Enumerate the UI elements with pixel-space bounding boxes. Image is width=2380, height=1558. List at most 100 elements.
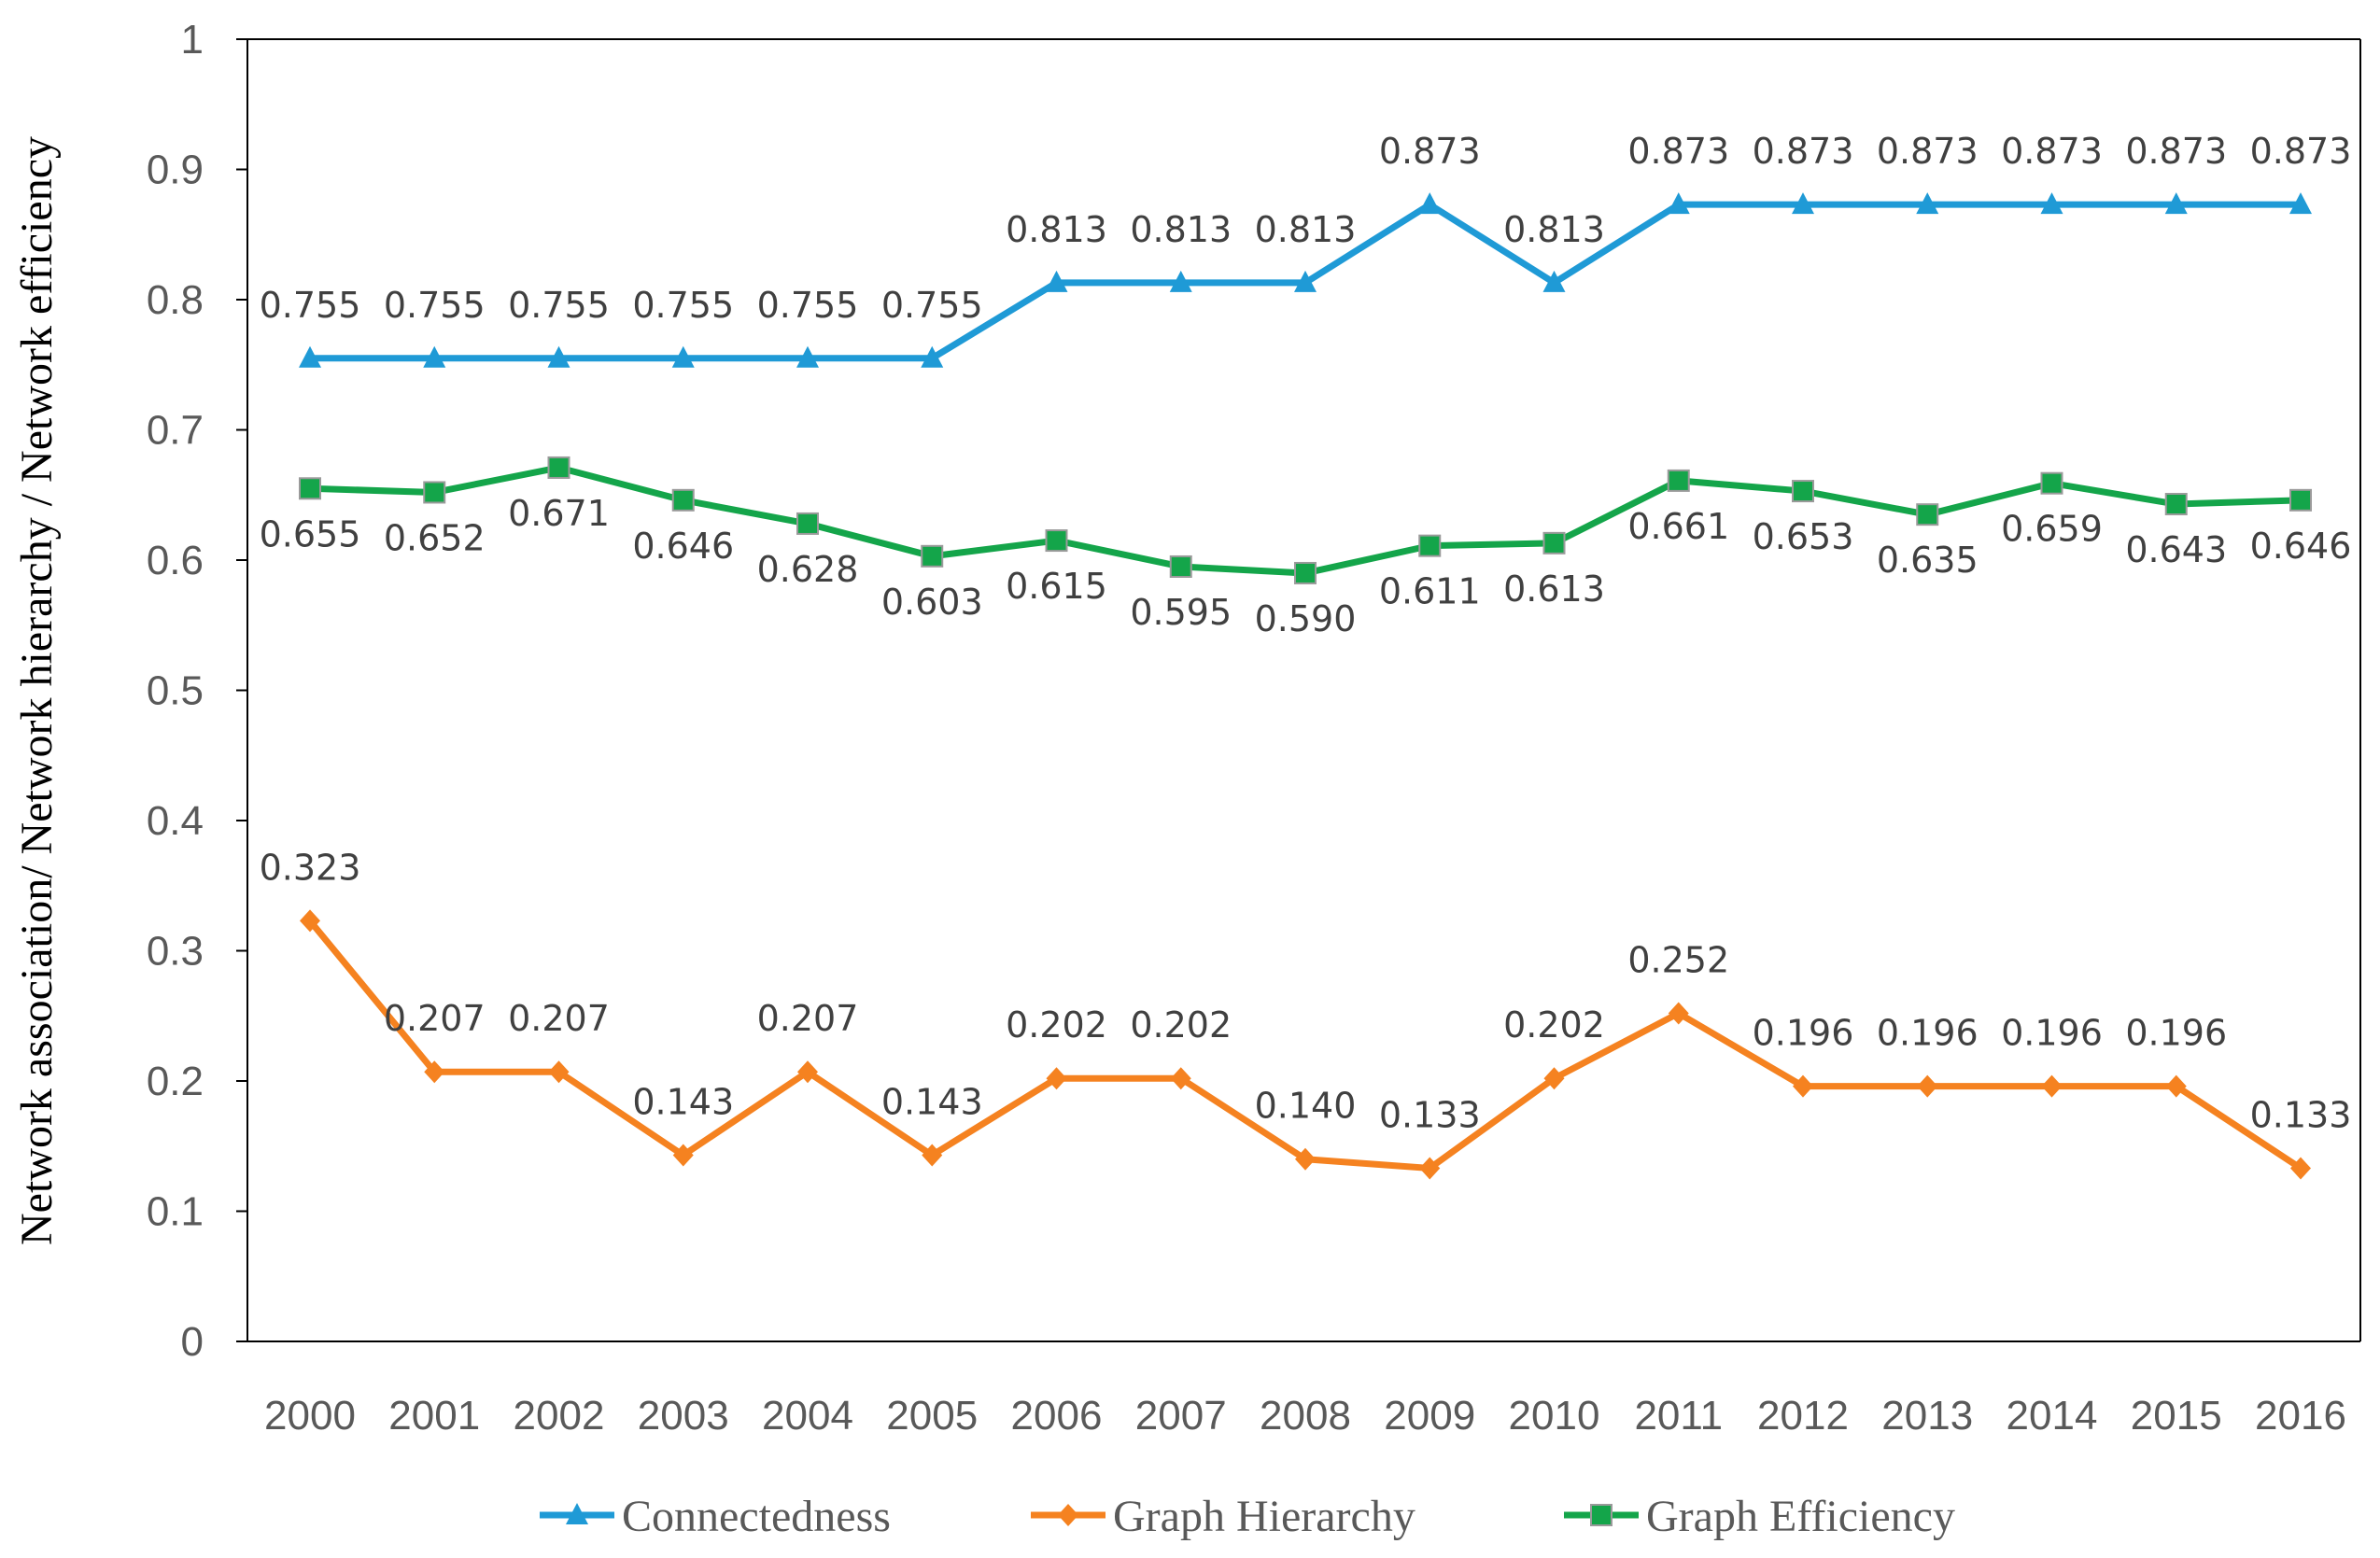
graph-hierarchy-data-label: 0.133 xyxy=(2250,1094,2352,1135)
legend-item-graph-hierarchy: Graph Hierarchy xyxy=(1031,1492,1415,1541)
connectedness-data-label: 0.873 xyxy=(2125,131,2227,172)
connectedness-data-label: 0.755 xyxy=(881,285,983,326)
graph-efficiency-data-label: 0.611 xyxy=(1379,571,1481,612)
connectedness-point xyxy=(1667,192,1690,215)
graph-efficiency-data-label: 0.653 xyxy=(1753,516,1854,557)
connectedness-point xyxy=(547,345,570,368)
y-tick-label: 0.1 xyxy=(147,1189,204,1235)
graph-efficiency-data-label: 0.646 xyxy=(632,526,734,567)
series-graph-efficiency xyxy=(299,456,2312,584)
x-tick-label: 2008 xyxy=(1260,1393,1351,1439)
graph-efficiency-point xyxy=(1045,529,1068,553)
x-tick-label: 2015 xyxy=(2131,1393,2222,1439)
graph-efficiency-point xyxy=(1169,554,1192,578)
legend-label: Graph Efficiency xyxy=(1646,1492,1955,1541)
axes xyxy=(246,38,2361,1342)
graph-hierarchy-point xyxy=(548,1060,570,1084)
graph-efficiency-data-label: 0.635 xyxy=(1877,540,1979,581)
graph-hierarchy-data-label: 0.202 xyxy=(1130,1004,1232,1046)
connectedness-point xyxy=(2289,192,2312,215)
connectedness-point xyxy=(921,345,944,368)
y-tick-label: 0.9 xyxy=(147,147,204,193)
series-connectedness xyxy=(299,192,2312,368)
x-tick-label: 2010 xyxy=(1509,1393,1600,1439)
graph-hierarchy-data-label: 0.196 xyxy=(2125,1013,2227,1054)
connectedness-data-label: 0.873 xyxy=(2250,131,2352,172)
graph-hierarchy-point xyxy=(300,909,320,933)
legend-label: Graph Hierarchy xyxy=(1113,1492,1415,1541)
connectedness-point xyxy=(1792,192,1814,215)
graph-efficiency-data-label: 0.613 xyxy=(1503,568,1605,610)
graph-efficiency-point xyxy=(547,456,570,479)
graph-efficiency-point xyxy=(1916,503,1939,526)
graph-efficiency-data-label: 0.590 xyxy=(1255,598,1357,639)
x-tick-label: 2009 xyxy=(1384,1393,1475,1439)
graph-hierarchy-point xyxy=(672,1144,694,1167)
graph-efficiency-point xyxy=(1418,534,1442,557)
x-tick-label: 2016 xyxy=(2255,1393,2346,1439)
connectedness-data-label: 0.873 xyxy=(1379,131,1481,172)
graph-hierarchy-data-label: 0.207 xyxy=(757,998,859,1039)
y-tick-label: 1 xyxy=(181,17,204,63)
graph-efficiency-data-label: 0.603 xyxy=(881,582,983,623)
graph-hierarchy-point xyxy=(1419,1157,1441,1180)
connectedness-data-label: 0.873 xyxy=(1877,131,1979,172)
connectedness-data-label: 0.813 xyxy=(1255,209,1357,250)
x-tick-label: 2004 xyxy=(762,1393,853,1439)
graph-hierarchy-point xyxy=(2041,1074,2063,1098)
x-tick-label: 2012 xyxy=(1757,1393,1849,1439)
connectedness-data-label: 0.755 xyxy=(508,285,610,326)
legend: Connectedness Graph Hierarchy Graph Effici… xyxy=(540,1492,1955,1541)
graph-hierarchy-data-label: 0.143 xyxy=(881,1082,983,1123)
graph-efficiency-data-label: 0.615 xyxy=(1006,566,1107,607)
legend-item-connectedness: Connectedness xyxy=(540,1492,891,1541)
graph-hierarchy-point xyxy=(2165,1074,2187,1098)
legend-item-graph-efficiency: Graph Efficiency xyxy=(1564,1492,1955,1541)
series-layer xyxy=(299,192,2312,1180)
x-tick-label: 2001 xyxy=(388,1393,480,1439)
x-tick-label: 2006 xyxy=(1011,1393,1103,1439)
connectedness-data-label: 0.755 xyxy=(260,285,361,326)
graph-hierarchy-point xyxy=(1170,1067,1191,1090)
data-labels: 0.755 0.755 0.755 0.755 0.755 0.755 0.813 0.813… xyxy=(260,131,2352,1135)
graph-efficiency-point xyxy=(2164,493,2188,516)
graph-hierarchy-data-label: 0.207 xyxy=(384,998,486,1039)
graph-efficiency-point xyxy=(796,512,819,535)
graph-efficiency-point xyxy=(921,544,944,568)
connectedness-point xyxy=(1916,192,1939,215)
connectedness-point xyxy=(1294,270,1317,292)
graph-hierarchy-data-label: 0.323 xyxy=(260,847,361,888)
graph-hierarchy-point xyxy=(424,1060,445,1084)
x-tick-label: 2000 xyxy=(264,1393,356,1439)
y-tick-labels: 0 0.1 0.2 0.3 0.4 0.5 0.6 0.7 0.8 0.9 1 xyxy=(147,17,247,1365)
graph-hierarchy-point xyxy=(1295,1147,1316,1171)
x-tick-label: 2014 xyxy=(2007,1393,2098,1439)
legend-marker xyxy=(1058,1504,1078,1526)
graph-hierarchy-data-label: 0.196 xyxy=(2001,1013,2103,1054)
connectedness-data-label: 0.755 xyxy=(757,285,859,326)
graph-efficiency-point xyxy=(1792,480,1814,503)
connectedness-point xyxy=(1418,192,1442,215)
x-tick-label: 2013 xyxy=(1881,1393,1973,1439)
graph-hierarchy-data-label: 0.143 xyxy=(632,1082,734,1123)
legend-label: Connectedness xyxy=(622,1492,891,1541)
connectedness-data-label: 0.873 xyxy=(1753,131,1854,172)
graph-efficiency-point xyxy=(2040,471,2063,495)
connectedness-point xyxy=(2164,192,2188,215)
graph-hierarchy-data-label: 0.196 xyxy=(1877,1013,1979,1054)
y-tick-label: 0.7 xyxy=(147,408,204,454)
graph-efficiency-point xyxy=(1294,561,1317,584)
graph-efficiency-data-label: 0.655 xyxy=(260,513,361,554)
graph-efficiency-data-label: 0.661 xyxy=(1627,506,1729,547)
connectedness-point xyxy=(2040,192,2063,215)
series-graph-hierarchy xyxy=(300,909,2311,1180)
y-tick-label: 0.6 xyxy=(147,538,204,583)
graph-hierarchy-data-label: 0.140 xyxy=(1255,1086,1357,1127)
graph-hierarchy-point xyxy=(1668,1002,1689,1025)
graph-efficiency-data-label: 0.652 xyxy=(384,517,486,558)
graph-efficiency-data-label: 0.643 xyxy=(2125,529,2227,570)
graph-efficiency-data-label: 0.646 xyxy=(2250,526,2352,567)
graph-efficiency-point xyxy=(299,477,321,500)
x-tick-label: 2007 xyxy=(1135,1393,1227,1439)
